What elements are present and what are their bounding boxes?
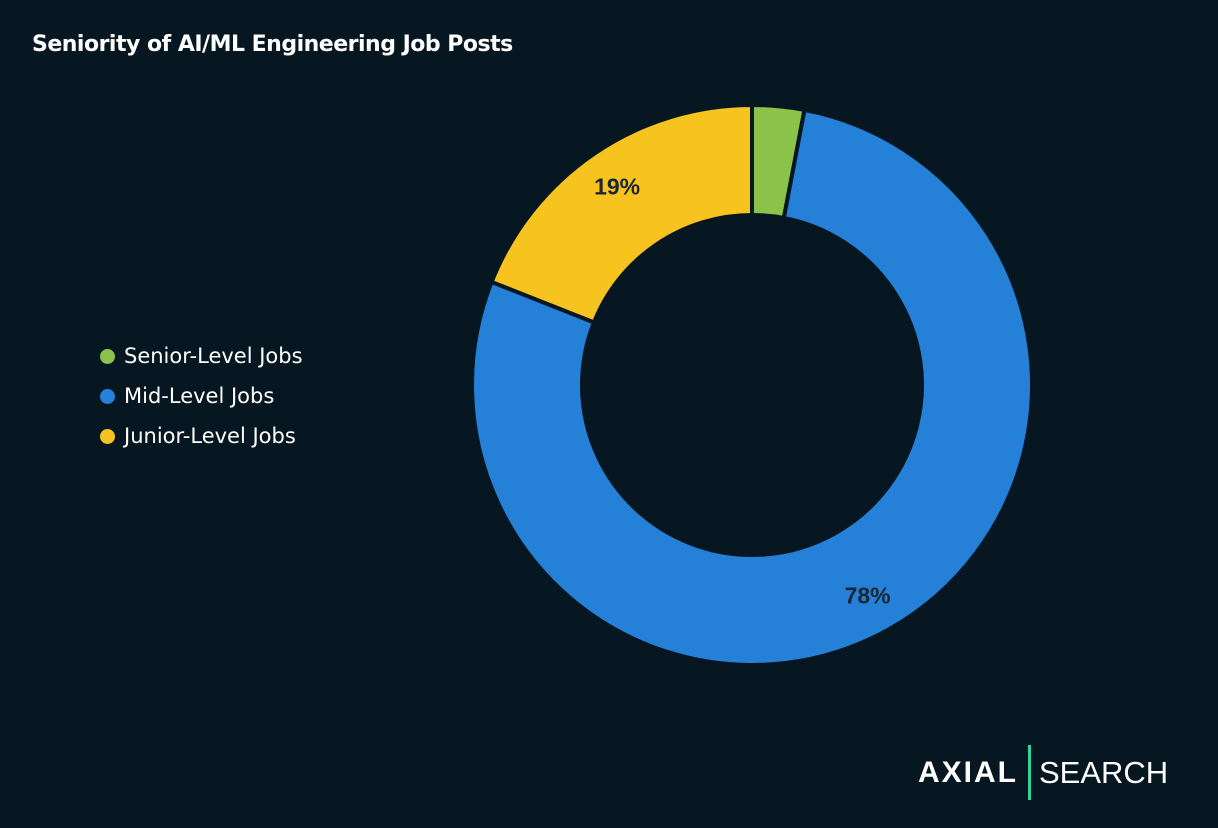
data-label: 19% (594, 174, 640, 200)
legend-dot (100, 348, 115, 364)
legend-item-mid[interactable]: Mid-Level Jobs (100, 376, 303, 416)
legend-label: Senior-Level Jobs (124, 344, 303, 368)
donut-slice-junior-level-jobs[interactable] (489, 102, 754, 326)
legend-item-junior[interactable]: Junior-Level Jobs (100, 416, 303, 456)
logo-search-text: SEARCH (1039, 754, 1169, 790)
logo-divider (1028, 745, 1031, 800)
legend: Senior-Level Jobs Mid-Level Jobs Junior-… (100, 336, 303, 456)
legend-dot (100, 428, 115, 444)
logo-axial-text: AXIAL (918, 755, 1018, 789)
donut-slice-mid-level-jobs[interactable] (470, 107, 1034, 667)
legend-label: Mid-Level Jobs (124, 384, 275, 408)
data-label: 78% (845, 582, 891, 608)
legend-label: Junior-Level Jobs (124, 424, 296, 448)
legend-dot (100, 388, 115, 404)
axial-search-logo: AXIAL SEARCH (918, 745, 1168, 800)
legend-item-senior[interactable]: Senior-Level Jobs (100, 336, 303, 376)
chart-title: Seniority of AI/ML Engineering Job Posts (32, 32, 513, 57)
